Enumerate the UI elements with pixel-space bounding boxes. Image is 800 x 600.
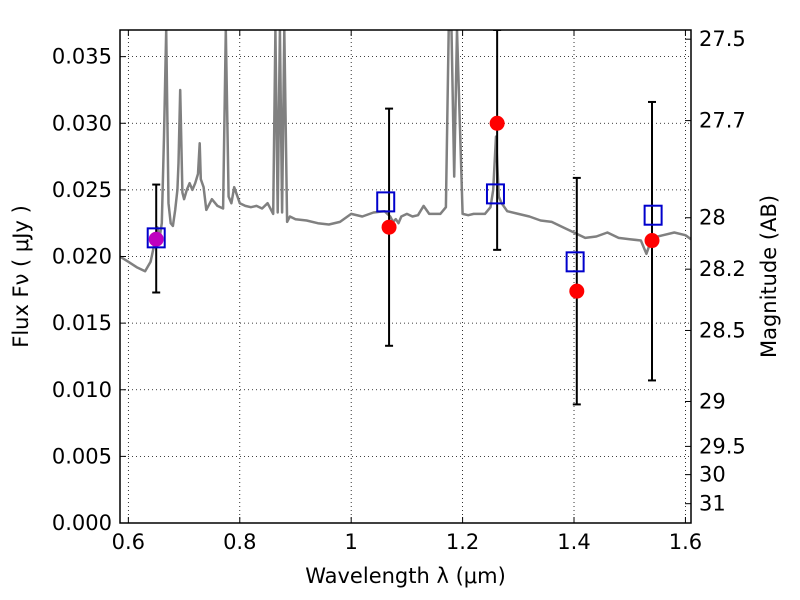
model-flux-square <box>146 227 166 249</box>
y-tick-label: 0.000 <box>52 511 112 535</box>
y-right-tick-label: 28.5 <box>699 318 746 342</box>
plot-frame <box>119 29 692 524</box>
y-right-tick-label: 28.2 <box>699 257 746 281</box>
y-right-tick-label: 27.5 <box>699 27 746 51</box>
observed-flux-point <box>148 231 164 247</box>
axis-ticks: 0.6 0.8 1 1.2 1.4 1.6 0.000 0.005 0.010 0.015 0.02… <box>52 27 746 554</box>
y-tick-label: 0.030 <box>52 111 112 135</box>
y-tick-label: 0.010 <box>52 378 112 402</box>
x-tick-label: 1.2 <box>446 530 479 554</box>
y-right-tick-label: 28 <box>699 206 726 230</box>
model-flux-square <box>643 204 663 226</box>
y-right-tick-label: 30 <box>699 463 726 487</box>
y-axis-label: Flux Fν ( μJy ) <box>9 205 33 348</box>
x-axis-label: Wavelength λ (μm) <box>305 564 506 588</box>
x-tick-label: 1.6 <box>669 530 702 554</box>
x-tick-label: 1 <box>344 530 357 554</box>
y-tick-label: 0.025 <box>52 178 112 202</box>
observed-flux-point <box>569 283 585 299</box>
y-right-tick-label: 29.5 <box>699 434 746 458</box>
y-right-tick-label: 29 <box>699 389 726 413</box>
y-right-axis-label: Magnitude (AB) <box>757 195 781 358</box>
x-tick-label: 0.6 <box>112 530 145 554</box>
model-flux-square <box>376 191 396 213</box>
x-tick-label: 1.4 <box>557 530 590 554</box>
x-tick-label: 0.8 <box>223 530 256 554</box>
model-flux-square <box>565 251 585 273</box>
observed-flux-point <box>381 219 397 235</box>
y-right-tick-label: 27.7 <box>699 109 746 133</box>
plot-area <box>120 30 691 406</box>
y-tick-label: 0.035 <box>52 45 112 69</box>
grid-lines <box>120 30 691 524</box>
observed-flux-point <box>644 233 660 249</box>
observed-flux-point <box>489 115 505 131</box>
model-flux-square <box>485 183 505 205</box>
y-right-tick-label: 31 <box>699 492 726 516</box>
y-tick-label: 0.005 <box>52 444 112 468</box>
y-tick-label: 0.015 <box>52 311 112 335</box>
y-tick-label: 0.020 <box>52 245 112 269</box>
model-spectrum-line <box>120 30 691 273</box>
